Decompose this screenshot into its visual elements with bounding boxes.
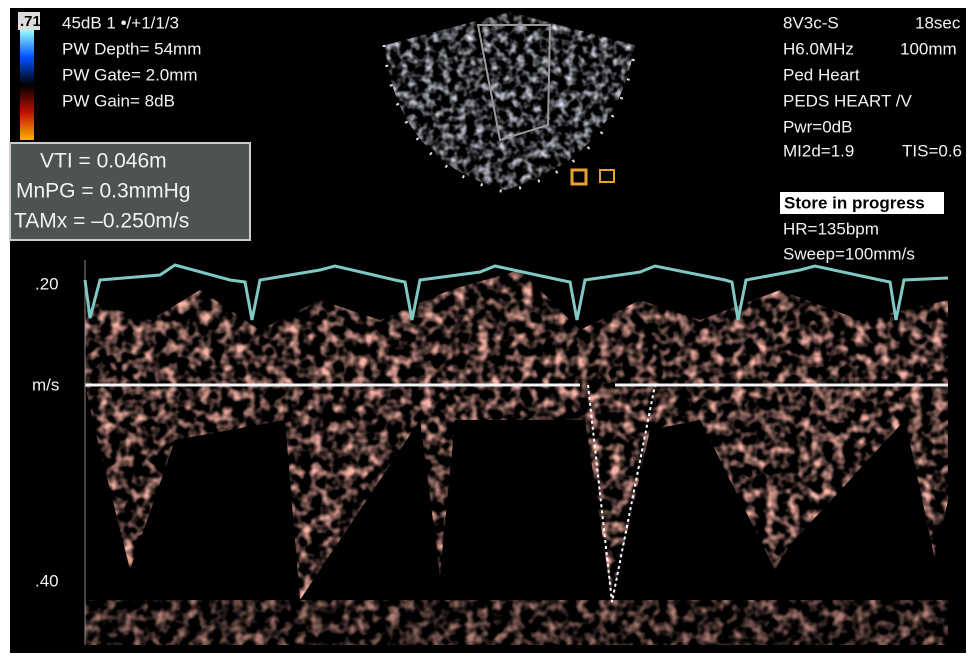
- header-line: 45dB 1 •/+1/1/3: [62, 13, 179, 32]
- setting: Ped Heart: [783, 65, 860, 84]
- setting: Sweep=100mm/s: [783, 244, 915, 263]
- setting: HR=135bpm: [783, 219, 879, 238]
- header-line: PW Gate= 2.0mm: [62, 65, 198, 84]
- setting: 18sec: [915, 13, 961, 32]
- setting: 100mm: [900, 39, 957, 58]
- setting: Pwr=0dB: [783, 117, 852, 136]
- measurement: MnPG = 0.3mmHg: [16, 180, 190, 203]
- scale-label: .40: [35, 571, 59, 590]
- noise-floor: [85, 600, 948, 645]
- scale-label: .20: [35, 274, 59, 293]
- setting: 8V3c-S: [783, 13, 839, 32]
- scale-label: m/s: [32, 375, 59, 394]
- measurement: VTI = 0.046m: [40, 150, 167, 173]
- measurement: TAMx = –0.250m/s: [14, 210, 189, 233]
- setting: PEDS HEART /V: [783, 91, 912, 110]
- status: Store in progress: [784, 193, 925, 212]
- setting: MI2d=1.9: [783, 141, 854, 160]
- colorbar-value: .71: [20, 13, 41, 30]
- setting: H6.0MHz: [783, 39, 854, 58]
- ultrasound-screen: .71 45dB 1 •/+1/1/3 PW Depth= 54mm PW Ga…: [0, 0, 974, 663]
- header-line: PW Depth= 54mm: [62, 39, 201, 58]
- setting: TIS=0.6: [902, 141, 962, 160]
- header-line: PW Gain= 8dB: [62, 91, 175, 110]
- color-bar: [20, 30, 34, 140]
